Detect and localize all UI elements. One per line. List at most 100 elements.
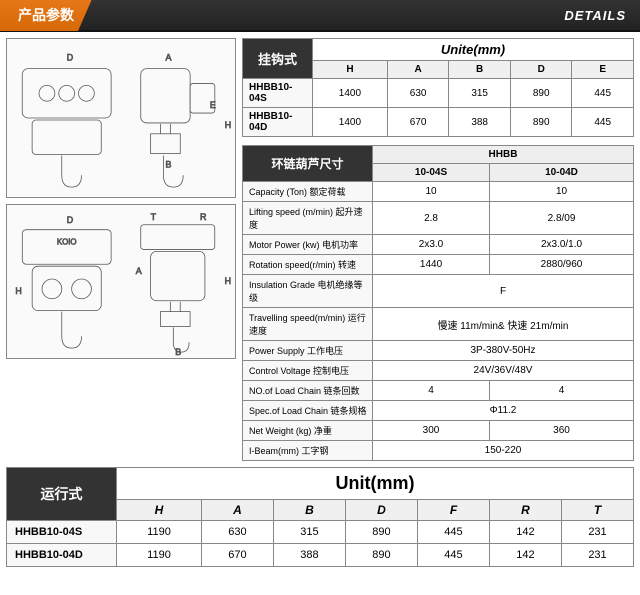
t1-unit: Unite(mm): [313, 39, 634, 61]
table-row: HHBB10-04D1190670388890445142231: [7, 544, 634, 567]
svg-text:KOIO: KOIO: [57, 237, 77, 246]
header-title-en: DETAILS: [550, 8, 640, 23]
cell: 630: [387, 79, 449, 108]
cell: 670: [201, 544, 273, 567]
t3-col: A: [201, 500, 273, 521]
cell: 142: [489, 521, 561, 544]
cell: 315: [273, 521, 345, 544]
cell: 300: [373, 421, 490, 441]
cell: 10: [373, 182, 490, 202]
svg-text:H: H: [225, 276, 231, 286]
cell: 360: [490, 421, 634, 441]
t2-subcol: 10-04D: [490, 164, 634, 182]
cell: 1400: [313, 108, 388, 137]
spec-label: Net Weight (kg) 净重: [243, 421, 373, 441]
cell: 2880/960: [490, 255, 634, 275]
schematic-top: D A H B E: [6, 38, 236, 198]
cell: 10: [490, 182, 634, 202]
cell: 445: [417, 521, 489, 544]
table-row: Rotation speed(r/min) 转速14402880/960: [243, 255, 634, 275]
running-type-table: 运行式 Unit(mm) HABDFRTHHBB10-04S1190630315…: [6, 467, 634, 567]
spec-label: Power Supply 工作电压: [243, 341, 373, 361]
cell: 2x3.0: [373, 235, 490, 255]
cell: 231: [561, 544, 633, 567]
t1-col: H: [313, 61, 388, 79]
cell: Φ11.2: [373, 401, 634, 421]
t1-col: B: [449, 61, 511, 79]
cell: 1190: [117, 521, 202, 544]
cell: 445: [572, 108, 634, 137]
t1-col: D: [510, 61, 572, 79]
cell: 231: [561, 521, 633, 544]
cell: 3P-380V-50Hz: [373, 341, 634, 361]
spec-label: Travelling speed(m/min) 运行速度: [243, 308, 373, 341]
table-row: I-Beam(mm) 工字钢150-220: [243, 441, 634, 461]
cell: 890: [510, 108, 572, 137]
cell: F: [373, 275, 634, 308]
svg-text:A: A: [136, 266, 142, 276]
hook-type-table: 挂钩式 Unite(mm) HABDEHHBB10-04S14006303158…: [242, 38, 634, 137]
cell: 445: [572, 79, 634, 108]
spec-table: 环链葫芦尺寸 HHBB 10-04S10-04DCapacity (Ton) 额…: [242, 145, 634, 461]
svg-text:R: R: [200, 212, 206, 222]
spec-label: Rotation speed(r/min) 转速: [243, 255, 373, 275]
table-row: HHBB10-04S1190630315890445142231: [7, 521, 634, 544]
spec-label: Spec.of Load Chain 链条规格: [243, 401, 373, 421]
svg-text:D: D: [67, 215, 73, 225]
t2-label: 环链葫芦尺寸: [243, 146, 373, 182]
table-row: HHBB10-04D1400670388890445: [243, 108, 634, 137]
cell: 2x3.0/1.0: [490, 235, 634, 255]
spec-label: Motor Power (kw) 电机功率: [243, 235, 373, 255]
table-row: Control Voltage 控制电压24V/36V/48V: [243, 361, 634, 381]
t3-col: B: [273, 500, 345, 521]
cell: 670: [387, 108, 449, 137]
cell: 4: [490, 381, 634, 401]
header-title-cn: 产品参数: [0, 0, 92, 31]
t2-group: HHBB: [373, 146, 634, 164]
t3-col: R: [489, 500, 561, 521]
svg-text:B: B: [175, 347, 181, 357]
schematic-bottom: KOIO DH TR HB A: [6, 204, 236, 359]
svg-text:A: A: [165, 53, 171, 63]
table-row: Insulation Grade 电机绝缘等级F: [243, 275, 634, 308]
table-row: Lifting speed (m/min) 起升速度2.82.8/09: [243, 202, 634, 235]
cell: 890: [345, 544, 417, 567]
table-row: Spec.of Load Chain 链条规格Φ11.2: [243, 401, 634, 421]
svg-text:D: D: [67, 53, 73, 63]
table-row: Net Weight (kg) 净重300360: [243, 421, 634, 441]
cell: 4: [373, 381, 490, 401]
spec-label: Insulation Grade 电机绝缘等级: [243, 275, 373, 308]
cell: 388: [273, 544, 345, 567]
main-content: D AH BE KOIO DH TR HB A 挂钩式 Unite(mm): [0, 32, 640, 467]
table-row: Capacity (Ton) 额定荷载1010: [243, 182, 634, 202]
cell: 315: [449, 79, 511, 108]
svg-text:E: E: [210, 100, 216, 110]
model-cell: HHBB10-04D: [243, 108, 313, 137]
cell: 630: [201, 521, 273, 544]
cell: 445: [417, 544, 489, 567]
table-row: Travelling speed(m/min) 运行速度慢速 11m/min& …: [243, 308, 634, 341]
t3-col: T: [561, 500, 633, 521]
spec-label: Lifting speed (m/min) 起升速度: [243, 202, 373, 235]
t3-col: H: [117, 500, 202, 521]
svg-text:H: H: [225, 120, 231, 130]
table-row: Power Supply 工作电压3P-380V-50Hz: [243, 341, 634, 361]
model-cell: HHBB10-04D: [7, 544, 117, 567]
cell: 890: [345, 521, 417, 544]
cell: 142: [489, 544, 561, 567]
t2-subcol: 10-04S: [373, 164, 490, 182]
cell: 2.8/09: [490, 202, 634, 235]
spec-label: Capacity (Ton) 额定荷载: [243, 182, 373, 202]
t3-label: 运行式: [7, 468, 117, 521]
model-cell: HHBB10-04S: [7, 521, 117, 544]
header-bar: 产品参数 DETAILS: [0, 0, 640, 32]
cell: 2.8: [373, 202, 490, 235]
spec-label: I-Beam(mm) 工字钢: [243, 441, 373, 461]
cell: 890: [510, 79, 572, 108]
svg-text:B: B: [165, 159, 171, 169]
t3-col: D: [345, 500, 417, 521]
cell: 24V/36V/48V: [373, 361, 634, 381]
diagram-column: D AH BE KOIO DH TR HB A: [6, 38, 236, 461]
tables-column: 挂钩式 Unite(mm) HABDEHHBB10-04S14006303158…: [242, 38, 634, 461]
t1-col: A: [387, 61, 449, 79]
